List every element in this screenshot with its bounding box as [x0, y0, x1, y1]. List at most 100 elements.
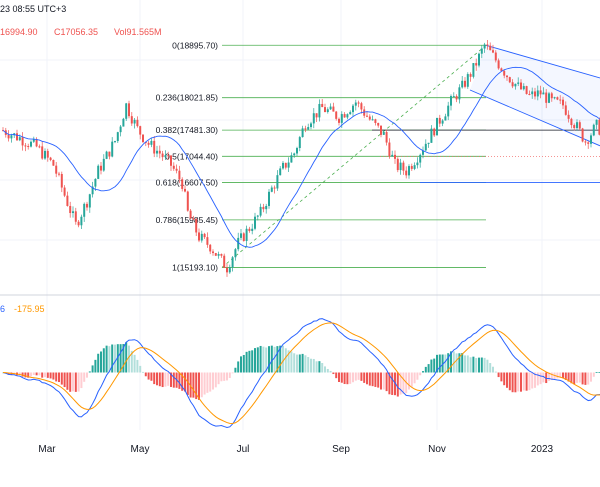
- histogram-bar: [590, 372, 592, 382]
- histogram-bar: [284, 348, 287, 373]
- candle-body: [217, 254, 220, 256]
- candle-body: [590, 135, 592, 144]
- histogram-bar: [559, 372, 562, 378]
- candle-body: [55, 165, 58, 174]
- candle-body: [105, 151, 108, 159]
- histogram-bar: [581, 372, 584, 385]
- histogram-bar: [237, 361, 240, 373]
- candle-body: [564, 105, 567, 115]
- candle-body: [206, 237, 209, 245]
- histogram-bar: [186, 372, 189, 395]
- candle-body: [464, 80, 466, 87]
- histogram-bar: [189, 372, 192, 398]
- histogram-bar: [18, 372, 21, 376]
- candle-body: [458, 87, 461, 100]
- histogram-bar: [21, 372, 24, 377]
- macd-histogram: [2, 342, 600, 400]
- candle-body: [223, 255, 226, 268]
- candle-body: [436, 117, 438, 136]
- histogram-bar: [41, 372, 44, 378]
- candle-body: [385, 132, 388, 143]
- candle-body: [248, 228, 251, 231]
- histogram-bar: [556, 372, 559, 379]
- histogram-bar: [86, 372, 88, 378]
- histogram-bar: [525, 372, 528, 391]
- x-axis: Mar May Jul Sep Nov 2023: [38, 444, 553, 455]
- histogram-bar: [464, 355, 466, 373]
- histogram-bar: [366, 372, 368, 385]
- candle-body: [399, 162, 402, 171]
- histogram-bar: [46, 372, 49, 378]
- histogram-bar: [413, 372, 416, 384]
- candle-body: [16, 133, 18, 141]
- candle-body: [46, 150, 49, 158]
- candle-body: [388, 142, 391, 157]
- candle-body: [52, 159, 55, 166]
- candle-body: [472, 63, 475, 77]
- candle-body: [128, 103, 130, 117]
- histogram-bar: [83, 372, 86, 382]
- candle-body: [245, 228, 248, 241]
- candle-body: [63, 187, 66, 196]
- candle-body: [410, 166, 413, 169]
- candle-body: [576, 122, 578, 129]
- macd-line: [2, 318, 600, 429]
- candle-body: [139, 126, 142, 135]
- candle-body: [567, 114, 570, 119]
- candle-body: [340, 114, 343, 123]
- candle-body: [268, 191, 270, 206]
- candle-body: [147, 142, 150, 145]
- histogram-bar: [489, 363, 492, 373]
- candle-body: [408, 166, 410, 176]
- histogram-bar: [517, 372, 520, 392]
- candle-body: [74, 211, 77, 222]
- histogram-bar: [503, 372, 506, 386]
- grid: [0, 0, 600, 430]
- histogram-bar: [100, 351, 102, 373]
- candle-body: [125, 103, 128, 119]
- candle-body: [581, 128, 584, 142]
- candle-body: [279, 168, 282, 176]
- candle-body: [200, 233, 203, 241]
- candle-body: [444, 116, 447, 121]
- candle-body: [520, 82, 522, 90]
- candle-body: [522, 86, 525, 90]
- candle-body: [220, 254, 223, 256]
- histogram-bar: [139, 365, 142, 373]
- histogram-bar: [410, 372, 413, 387]
- histogram-bar: [119, 344, 122, 373]
- histogram-bar: [548, 372, 550, 381]
- histogram-bar: [77, 372, 80, 392]
- histogram-bar: [254, 348, 256, 373]
- histogram-bar: [340, 372, 343, 383]
- candle-body: [301, 128, 304, 138]
- candle-body: [102, 158, 105, 171]
- candle-body: [273, 187, 276, 189]
- candle-body: [380, 125, 382, 135]
- histogram-bar: [122, 344, 125, 373]
- histogram-bar: [483, 357, 486, 373]
- candle-body: [326, 109, 329, 113]
- candle-body: [584, 141, 587, 143]
- histogram-bar: [35, 372, 38, 376]
- candle-body: [178, 170, 181, 180]
- candle-body: [7, 134, 10, 139]
- channel-upper: [485, 44, 600, 79]
- candle-body: [360, 103, 363, 110]
- histogram-bar: [304, 355, 307, 373]
- histogram-bar: [192, 372, 195, 398]
- candle-body: [21, 137, 24, 146]
- fib-label: 0.618(16607.50): [156, 178, 219, 188]
- histogram-bar: [494, 371, 497, 373]
- candle-body: [553, 97, 556, 99]
- histogram-bar: [111, 344, 114, 373]
- candle-body: [573, 125, 576, 129]
- candle-body: [296, 148, 298, 154]
- histogram-bar: [531, 372, 534, 389]
- candle-body: [276, 175, 279, 189]
- histogram-bar: [38, 372, 41, 376]
- histogram-bar: [511, 372, 514, 393]
- candle-body: [497, 60, 500, 69]
- histogram-bar: [27, 372, 30, 378]
